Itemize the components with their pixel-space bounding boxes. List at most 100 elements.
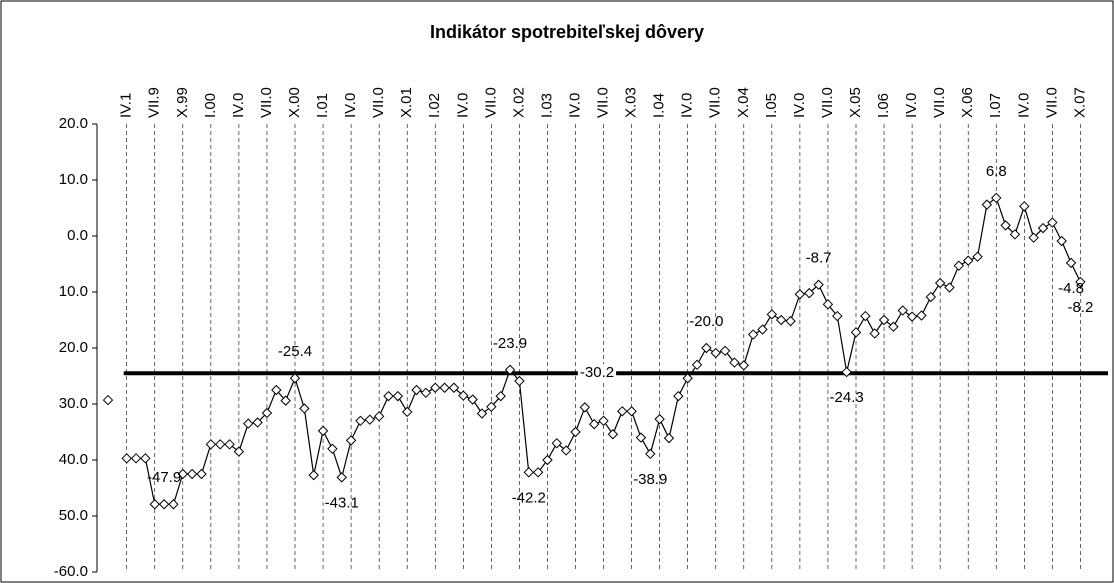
data-point [495, 390, 506, 402]
data-point [617, 406, 628, 417]
data-point [654, 413, 665, 425]
x-tick-label: VII.0 [707, 87, 724, 118]
data-point [401, 406, 413, 418]
data-point [411, 384, 422, 396]
x-tick-label: VII.0 [482, 87, 499, 118]
data-label: -43.1 [325, 494, 359, 511]
data-label: -38.9 [633, 471, 667, 488]
data-point [962, 255, 974, 266]
data-point [1009, 229, 1021, 240]
x-tick-label: X.99 [174, 87, 191, 118]
data-point [878, 314, 890, 326]
data-point [701, 342, 712, 354]
data-point [645, 448, 656, 460]
data-point [981, 199, 993, 210]
data-label: -8.2 [1067, 299, 1093, 316]
x-tick-label: X.07 [1071, 87, 1088, 118]
data-point [607, 429, 619, 440]
data-point [308, 469, 319, 481]
data-label: -20.0 [689, 313, 723, 330]
data-label: -8.7 [806, 250, 832, 267]
data-point [243, 418, 254, 429]
x-tick-label: VII.0 [595, 87, 612, 118]
data-point [626, 406, 637, 417]
x-tick-label: VII.0 [819, 87, 836, 118]
data-label: -4.8 [1058, 280, 1084, 297]
data-point [364, 414, 376, 425]
data-point [186, 468, 198, 480]
data-point [299, 403, 310, 414]
data-point [168, 499, 179, 510]
data-point [682, 373, 693, 384]
data-point [691, 359, 703, 371]
data-point [430, 382, 441, 393]
data-point [729, 357, 740, 368]
data-point [598, 415, 609, 427]
data-point [140, 453, 151, 464]
data-label: 6.8 [986, 163, 1007, 180]
data-point [523, 467, 534, 478]
data-point [747, 329, 759, 340]
data-point [121, 453, 132, 464]
data-label: -25.4 [278, 343, 312, 360]
x-tick-label: X.04 [735, 87, 752, 118]
data-point [1075, 276, 1086, 288]
data-point [289, 373, 301, 384]
x-tick-label: X.00 [286, 87, 303, 118]
data-point [813, 279, 824, 290]
y-tick-label: 20.0 [59, 339, 88, 356]
data-point [317, 425, 329, 437]
x-tick-label: IV.0 [566, 93, 583, 118]
x-tick-label: IV.0 [679, 93, 696, 118]
data-point [785, 315, 796, 327]
data-point [158, 499, 170, 510]
x-tick-label: I.04 [651, 93, 668, 118]
data-point [1000, 220, 1011, 231]
data-point [1047, 217, 1058, 228]
data-point [476, 408, 488, 419]
x-tick-label: X.06 [959, 87, 976, 118]
x-tick-label: I.03 [538, 93, 555, 118]
data-point [551, 437, 563, 449]
x-tick-label: VII.0 [370, 87, 387, 118]
data-point [925, 291, 937, 303]
data-point [1065, 257, 1077, 269]
data-point [588, 418, 600, 430]
y-tick-label: -60.0 [54, 563, 88, 580]
x-tick-label: VII.0 [258, 87, 275, 118]
data-point [775, 314, 787, 326]
data-point [1028, 232, 1039, 243]
data-point [280, 395, 291, 406]
data-label: -24.3 [830, 389, 864, 406]
data-point [205, 439, 217, 450]
data-point [822, 299, 834, 310]
x-tick-label: I.02 [426, 93, 443, 118]
data-point [532, 467, 544, 478]
y-tick-label: 0.0 [67, 227, 88, 244]
data-point [345, 435, 357, 446]
data-point [850, 327, 862, 338]
data-label: -42.2 [512, 489, 546, 506]
x-tick-label: I.00 [202, 93, 219, 118]
data-point [794, 289, 806, 300]
x-tick-label: IV.0 [791, 93, 808, 118]
x-tick-label: X.03 [623, 87, 640, 118]
x-tick-label: VII.9 [146, 87, 163, 118]
x-tick-label: I.01 [314, 93, 331, 118]
data-point [177, 468, 189, 480]
x-tick-label: VII.0 [931, 87, 948, 118]
data-point [261, 407, 273, 419]
data-point [738, 360, 750, 371]
data-point [869, 328, 880, 339]
data-point [486, 401, 497, 413]
y-tick-label: 30.0 [59, 395, 88, 412]
data-point [336, 472, 347, 483]
data-point [271, 384, 282, 396]
data-label: -47.9 [147, 469, 181, 486]
data-point [1037, 222, 1049, 234]
data-point [327, 443, 338, 455]
data-point [916, 310, 927, 321]
data-point [1019, 201, 1030, 212]
data-point [355, 415, 366, 427]
